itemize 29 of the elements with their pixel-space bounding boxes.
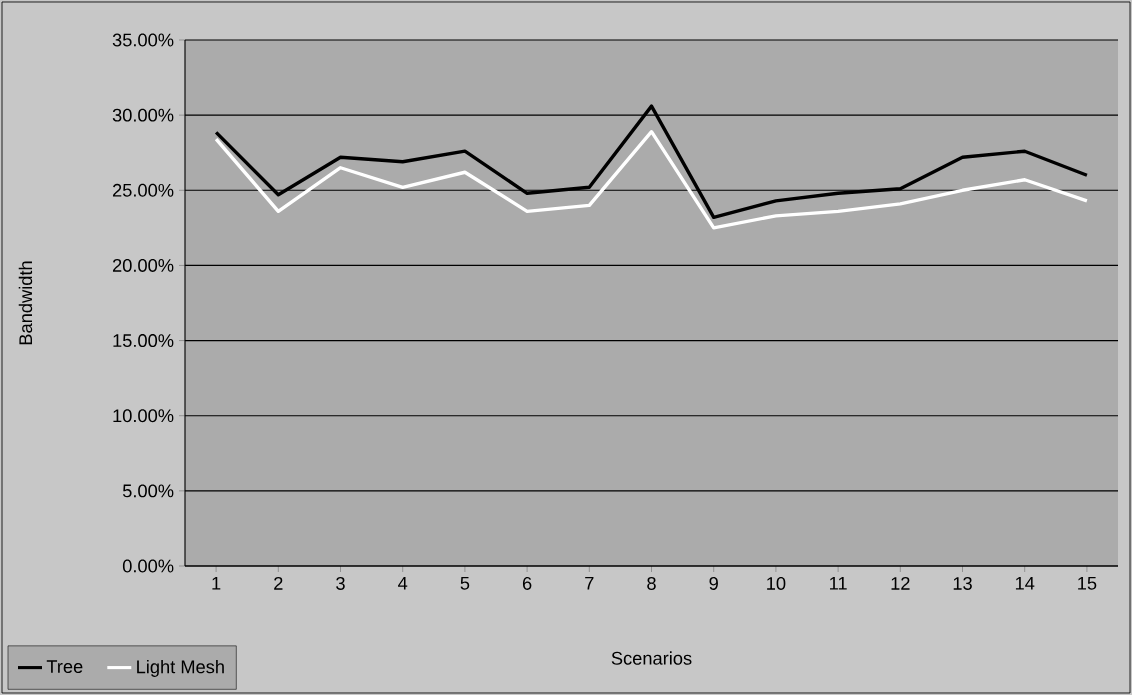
y-tick-label: 30.00%	[112, 108, 174, 122]
x-tick-label: 5	[460, 576, 470, 590]
line-series	[214, 129, 1089, 230]
x-tick-label: 4	[398, 576, 408, 590]
y-tick-label: 15.00%	[113, 334, 174, 348]
x-tick-label: 7	[585, 576, 594, 590]
x-tick-label: 1	[212, 576, 221, 590]
legend-label: Tree	[46, 660, 83, 673]
line-series	[214, 104, 1089, 220]
y-tick-label: 35.00%	[112, 33, 174, 47]
legend-label: Light Mesh	[137, 659, 224, 677]
x-tick-label: 12	[891, 576, 910, 590]
x-tick-label: 3	[336, 576, 345, 590]
x-tick-label: 2	[274, 576, 283, 590]
y-tick-label: 0.00%	[122, 559, 174, 573]
x-axis-title: Scenarios	[611, 651, 692, 665]
y-tick-label: 10.00%	[113, 409, 174, 423]
x-tick-label: 15	[1078, 576, 1097, 590]
y-axis-title: Bandwidth	[18, 261, 33, 345]
x-tick-label: 14	[1015, 576, 1035, 590]
x-tick-label: 9	[709, 576, 718, 590]
x-tick-label: 10	[767, 576, 786, 590]
y-tick-label: 25.00%	[112, 183, 174, 197]
x-tick-label: 13	[953, 576, 972, 590]
y-tick-label: 20.00%	[112, 258, 174, 272]
y-tick-label: 5.00%	[122, 484, 174, 498]
x-tick-label: 6	[522, 576, 532, 590]
x-tick-label: 8	[647, 576, 656, 590]
x-tick-label: 11	[830, 576, 847, 590]
